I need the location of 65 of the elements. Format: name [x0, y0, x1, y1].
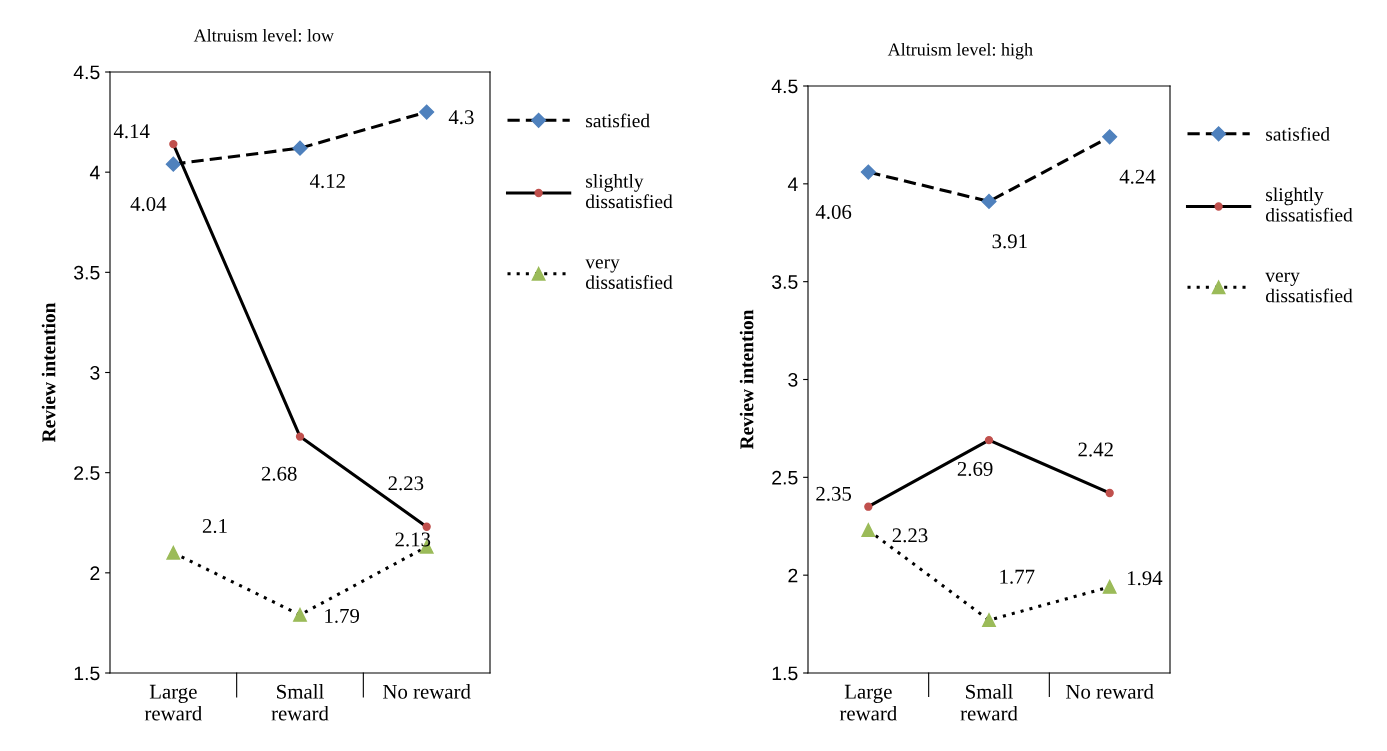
data-label: 2.42: [1078, 442, 1113, 457]
point: [1105, 488, 1114, 498]
legend-label: satisfied: [1266, 126, 1330, 141]
point: [422, 522, 431, 531]
y-tick-label: 1.5: [772, 666, 798, 681]
y-tick-label: 4: [89, 165, 100, 180]
x-tick-label: No reward: [383, 684, 471, 699]
y-tick-label: 4: [787, 177, 798, 191]
data-label: 2.23: [892, 528, 928, 543]
data-label: 2.1: [202, 519, 227, 534]
data-label: 1.94: [1127, 571, 1163, 586]
point: [292, 140, 308, 156]
data-label: 4.04: [130, 196, 167, 212]
data-label: 2.13: [395, 532, 431, 547]
y-tick-label: 4.5: [73, 65, 100, 80]
y-axis-title: Review intention: [41, 302, 56, 443]
data-label: 4.3: [448, 110, 474, 125]
point: [1102, 129, 1118, 145]
y-tick-label: 2: [788, 568, 798, 583]
chart-title: Altruism level: high: [887, 42, 1033, 60]
data-label: 2.68: [261, 466, 297, 481]
data-label: 4.24: [1119, 169, 1156, 184]
y-tick-label: 4.5: [771, 79, 798, 94]
y-tick-label: 3.5: [771, 275, 798, 289]
point: [1102, 579, 1117, 594]
legend-label: slightly dissatisfied: [1265, 187, 1353, 222]
data-label: 3.91: [992, 234, 1027, 249]
x-tick-label: Large reward: [839, 684, 897, 721]
y-tick-label: 3: [90, 365, 100, 380]
point: [293, 607, 307, 622]
point: [981, 193, 997, 210]
point: [169, 139, 178, 149]
x-tick-label: No reward: [1066, 684, 1154, 699]
x-tick-label: Small reward: [271, 684, 329, 721]
x-tick-label: Large reward: [144, 684, 202, 721]
point: [982, 613, 996, 628]
y-tick-label: 3: [788, 372, 798, 387]
legend-label: satisfied: [586, 113, 650, 128]
data-label: 4.06: [815, 204, 852, 220]
y-tick-label: 3.5: [73, 265, 100, 280]
legend-label: very dissatisfied: [585, 259, 673, 289]
point: [864, 502, 873, 511]
legend-label: slightly dissatisfied: [585, 174, 673, 209]
legend-label: very dissatisfied: [1265, 272, 1353, 303]
data-label: 1.77: [1000, 569, 1035, 584]
point: [295, 432, 305, 441]
y-axis-title: Review intention: [739, 309, 754, 450]
point: [419, 104, 435, 120]
point: [861, 523, 876, 538]
point: [165, 156, 181, 172]
point: [860, 164, 876, 180]
y-tick-label: 2: [90, 566, 100, 580]
data-label: 4.12: [309, 174, 345, 189]
x-tick-label: Small reward: [960, 684, 1018, 721]
data-label: 2.35: [816, 486, 852, 501]
y-tick-label: 1.5: [74, 666, 100, 681]
point: [984, 435, 994, 445]
data-label: 2.69: [957, 461, 993, 477]
data-label: 4.14: [113, 124, 150, 139]
data-label: 2.23: [388, 476, 424, 491]
data-label: 1.79: [325, 608, 360, 623]
chart-title: Altruism level: low: [193, 28, 334, 42]
y-tick-label: 2.5: [772, 470, 798, 485]
point: [166, 545, 181, 560]
y-tick-label: 2.5: [74, 466, 100, 480]
